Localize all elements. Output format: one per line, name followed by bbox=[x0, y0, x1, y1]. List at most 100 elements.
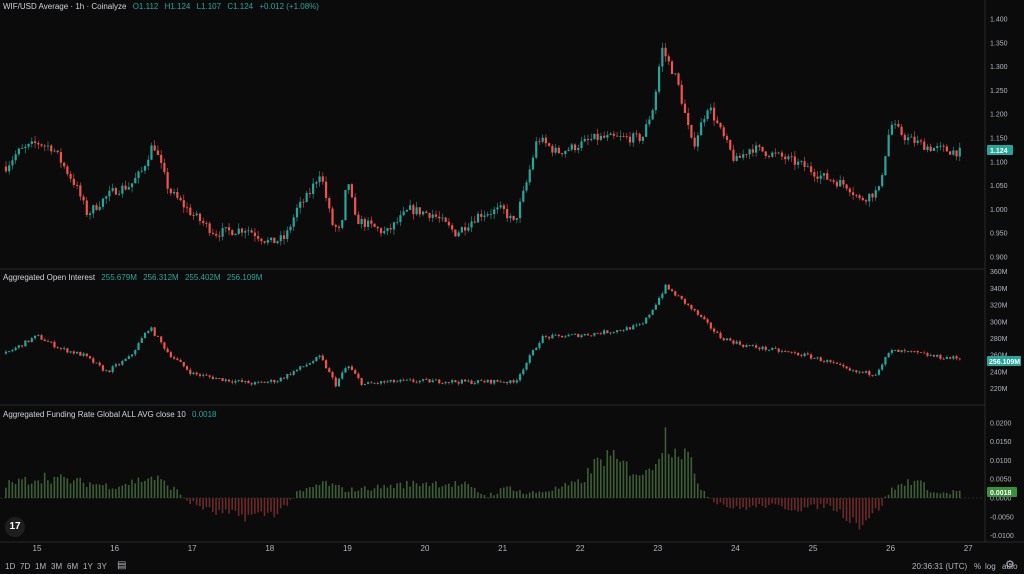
funding-bar bbox=[173, 486, 175, 498]
price-candle bbox=[50, 144, 53, 155]
oi-candle bbox=[822, 360, 826, 364]
price-candle bbox=[366, 217, 370, 231]
oi-candle bbox=[92, 356, 95, 365]
oi-candle bbox=[266, 380, 269, 384]
funding-bar bbox=[389, 484, 392, 498]
timeframe-3m-button[interactable]: 3M bbox=[51, 562, 63, 571]
funding-bar bbox=[60, 474, 62, 498]
oi-candle bbox=[341, 370, 344, 380]
oi-candle bbox=[573, 333, 577, 335]
oi-candle bbox=[683, 298, 687, 306]
funding-bar bbox=[920, 480, 922, 498]
open-interest-axis[interactable]: 360M340M320M300M280M260M240M220M bbox=[990, 269, 1008, 393]
funding-bar bbox=[347, 491, 350, 498]
funding-bar bbox=[832, 498, 835, 511]
funding-bar bbox=[949, 494, 951, 498]
price-candle bbox=[88, 211, 92, 220]
oi-candle bbox=[890, 348, 893, 356]
timeframe-1y-button[interactable]: 1Y bbox=[83, 562, 93, 571]
funding-bar bbox=[53, 476, 56, 498]
oi-candle bbox=[803, 352, 806, 358]
clock-readout[interactable]: 20:36:31 (UTC) bbox=[912, 562, 968, 571]
date-range-calendar-icon[interactable]: ▤ bbox=[117, 560, 127, 571]
funding-rate-axis[interactable]: 0.0200 0.0150 0.0100 0.0050 0.0000 -0.0050 -0.… bbox=[990, 420, 1014, 540]
percent-scale-button[interactable]: % bbox=[974, 562, 982, 571]
oi-candle bbox=[37, 334, 40, 337]
funding-bar bbox=[551, 490, 554, 498]
oi-candle bbox=[800, 353, 803, 358]
price-candle bbox=[409, 199, 412, 211]
price-candle bbox=[700, 117, 703, 136]
oi-candle bbox=[680, 295, 683, 300]
timeframe-7d-button[interactable]: 7D bbox=[20, 562, 31, 571]
oi-candle bbox=[101, 364, 105, 372]
oi-candle bbox=[344, 366, 347, 373]
funding-bar bbox=[622, 460, 625, 498]
price-candle bbox=[240, 227, 244, 237]
oi-candle bbox=[809, 352, 813, 360]
funding-bar bbox=[137, 477, 140, 498]
price-candle bbox=[651, 108, 654, 120]
funding-bar bbox=[868, 498, 870, 519]
funding-bar bbox=[629, 475, 631, 498]
price-axis[interactable]: 1.400 1.350 1.300 1.250 1.200 1.150 1.100 1.050… bbox=[990, 17, 1008, 262]
funding-bar bbox=[732, 498, 735, 509]
price-candle bbox=[350, 183, 354, 199]
funding-bar bbox=[816, 498, 819, 510]
funding-bar bbox=[654, 463, 657, 498]
funding-bar bbox=[845, 498, 848, 522]
funding-bar bbox=[195, 498, 198, 506]
tradingview-logo-icon[interactable]: 17 bbox=[5, 517, 25, 537]
funding-bar bbox=[127, 485, 130, 498]
funding-bar bbox=[114, 489, 117, 498]
price-candle bbox=[745, 153, 748, 159]
settings-gear-icon[interactable]: ⚙ bbox=[1005, 559, 1015, 571]
funding-bar bbox=[464, 481, 466, 498]
time-tick-label: 16 bbox=[110, 544, 119, 553]
funding-bar bbox=[700, 489, 702, 498]
price-candle bbox=[612, 130, 615, 140]
oi-candle bbox=[722, 337, 725, 341]
funding-bar bbox=[907, 479, 909, 498]
oi-candle bbox=[396, 379, 399, 383]
price-candle bbox=[722, 124, 725, 139]
funding-bar bbox=[499, 488, 502, 498]
auto-scale-button[interactable]: auto bbox=[1002, 562, 1018, 571]
oi-candle bbox=[208, 374, 211, 379]
price-candle bbox=[244, 228, 247, 239]
oi-candle bbox=[27, 340, 30, 343]
oi-candle bbox=[764, 345, 767, 352]
time-axis[interactable]: 15 16 17 18 19 20 21 22 23 24 25 26 27 bbox=[33, 544, 974, 553]
price-candle bbox=[202, 217, 205, 226]
price-candle bbox=[615, 131, 619, 137]
price-candle bbox=[111, 183, 114, 193]
oi-candle bbox=[166, 346, 169, 353]
timeframe-6m-button[interactable]: 6M bbox=[67, 562, 79, 571]
funding-bar bbox=[587, 467, 589, 498]
oi-candle bbox=[105, 369, 108, 372]
price-candle bbox=[438, 211, 441, 223]
timeframe-3y-button[interactable]: 3Y bbox=[97, 562, 107, 571]
oi-candle bbox=[506, 381, 509, 386]
oi-candle bbox=[231, 379, 234, 385]
timeframe-1d-button[interactable]: 1D bbox=[5, 562, 16, 571]
log-scale-button[interactable]: log bbox=[985, 562, 996, 571]
funding-bar bbox=[619, 461, 621, 498]
funding-bar bbox=[839, 498, 841, 510]
funding-bar bbox=[852, 498, 854, 518]
price-candle bbox=[864, 198, 868, 205]
price-candle bbox=[324, 176, 328, 202]
timeframe-1m-button[interactable]: 1M bbox=[35, 562, 47, 571]
oi-candle bbox=[454, 379, 457, 383]
oi-candle bbox=[370, 381, 373, 384]
time-tick-label: 25 bbox=[809, 544, 818, 553]
oi-candle bbox=[331, 370, 334, 380]
price-candle bbox=[939, 141, 942, 151]
funding-bar bbox=[328, 485, 330, 498]
oi-candle bbox=[583, 333, 586, 336]
funding-bar bbox=[176, 489, 179, 498]
funding-bar bbox=[473, 487, 476, 498]
oi-candle bbox=[63, 346, 66, 351]
funding-bar bbox=[92, 484, 94, 498]
